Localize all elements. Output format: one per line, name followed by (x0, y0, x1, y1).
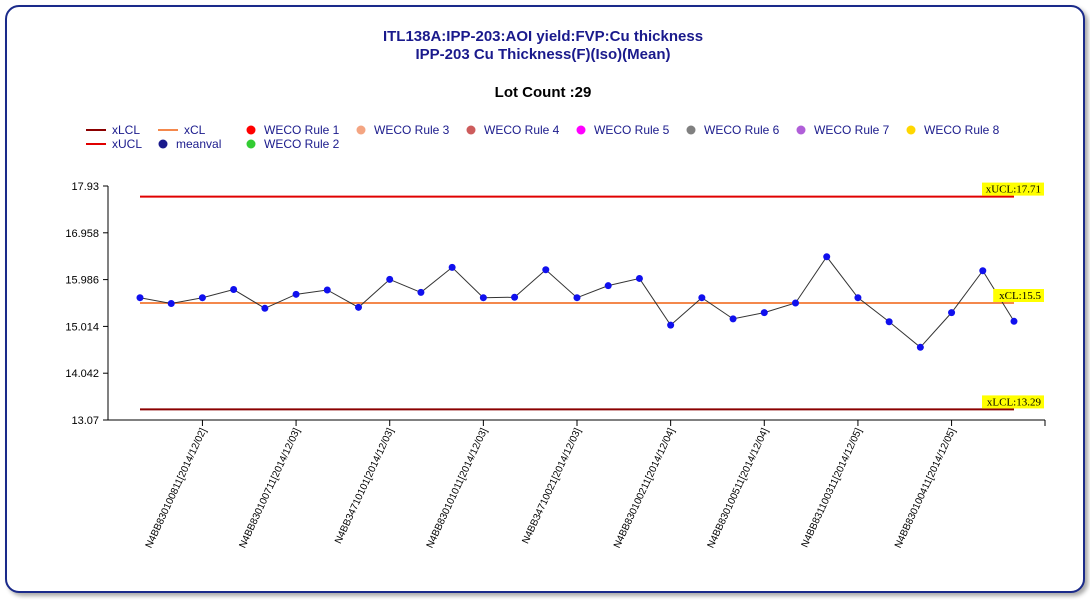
meanval-point (230, 286, 238, 294)
meanval-point (386, 275, 394, 283)
legend-label: WECO Rule 2 (264, 137, 340, 151)
meanval-point (198, 294, 206, 302)
annotation-label: xLCL:13.29 (987, 396, 1042, 408)
legend-swatch-dot (906, 125, 916, 135)
legend-label: WECO Rule 7 (814, 123, 890, 137)
legend-item: WECO Rule 2 (246, 137, 340, 151)
series-meanval (136, 253, 1018, 351)
xcl-annotation: xCL:15.5 (993, 289, 1044, 302)
meanval-point (323, 286, 331, 294)
x-tick-label: N4BB830100711[2014/12/03] (237, 426, 302, 550)
control-limits (140, 195, 1014, 411)
meanval-point (573, 294, 581, 302)
legend: xLCL xCL WECO Rule 1 WECO Rule 3 WECO Rule 4… (86, 123, 1000, 151)
legend-swatch-dot (466, 125, 476, 135)
y-tick-label: 17.93 (71, 181, 99, 193)
annotation-label: xUCL:17.71 (986, 184, 1041, 196)
y-tick-label: 16.958 (65, 228, 99, 240)
meanval-point (417, 288, 425, 296)
annotation-label: xCL:15.5 (999, 290, 1041, 302)
meanval-point (604, 282, 612, 290)
y-tick-label: 15.014 (65, 321, 99, 333)
y-tick-label: 15.986 (65, 275, 99, 287)
meanval-point (511, 293, 519, 301)
legend-item: xUCL (86, 137, 142, 151)
meanval-point (979, 267, 987, 275)
legend-label: xLCL (112, 123, 140, 137)
meanval-point (448, 263, 456, 271)
x-tick-label: N4BB830100211[2014/12/04] (612, 426, 677, 550)
legend-swatch-dot (796, 125, 806, 135)
meanval-point (667, 321, 675, 329)
x-tick-label: N4BB830101011[2014/12/03] (425, 426, 490, 550)
meanval-point (916, 343, 924, 351)
x-tick-label: N4BB830100811[2014/12/02] (144, 426, 209, 550)
legend-item: WECO Rule 3 (356, 123, 450, 137)
x-tick-label: N4BB830100511[2014/12/04] (706, 426, 771, 550)
xlcl-annotation: xLCL:13.29 (982, 395, 1044, 409)
legend-item: WECO Rule 6 (686, 123, 780, 137)
legend-swatch-dot (158, 139, 168, 149)
meanval-point (635, 274, 643, 282)
meanval-point (948, 309, 956, 317)
axes: 17.93 16.958 15.986 15.014 14.042 13.07 N4BB83… (65, 181, 1046, 550)
x-tick-label: N4BB34710021[2014/12/03] (520, 426, 583, 545)
annotation-bg (982, 395, 1044, 409)
legend-item: xLCL (86, 123, 140, 137)
legend-item: WECO Rule 5 (576, 123, 670, 137)
chart-subtitle: IPP-203 Cu Thickness(F)(Iso)(Mean) (415, 46, 670, 63)
xucl-annotation: xUCL:17.71 (982, 182, 1044, 196)
legend-label: WECO Rule 3 (374, 123, 450, 137)
legend-item: WECO Rule 4 (466, 123, 560, 137)
meanval-point (792, 299, 799, 307)
meanval-point (292, 290, 300, 298)
meanval-point (885, 318, 893, 326)
x-tick-label: N4BB831100311[2014/12/05] (800, 426, 865, 549)
annotation-bg (982, 182, 1044, 196)
legend-label: xCL (184, 123, 206, 137)
meanval-point (136, 294, 144, 302)
legend-label: WECO Rule 1 (264, 123, 340, 137)
limit-annotations: xUCL:17.71 xCL:15.5 xLCL:13.29 (982, 182, 1044, 409)
meanval-point (167, 299, 175, 307)
x-tick-label: N4BB830100411[2014/12/05] (893, 426, 958, 550)
chart-title: ITL138A:IPP-203:AOI yield:FVP:Cu thickne… (383, 28, 703, 45)
meanval-point (261, 304, 269, 312)
legend-swatch-dot (246, 125, 256, 135)
legend-swatch-dot (686, 125, 696, 135)
annotation-bg (993, 289, 1044, 302)
legend-item: WECO Rule 7 (796, 123, 890, 137)
meanval-point (760, 309, 768, 317)
legend-label: meanval (176, 137, 221, 151)
meanval-point (698, 294, 706, 302)
chart-frame (5, 5, 1085, 593)
y-tick-label: 14.042 (65, 368, 99, 380)
legend-label: WECO Rule 6 (704, 123, 780, 137)
meanval-point (479, 294, 487, 302)
meanval-point (823, 253, 831, 261)
legend-item: xCL (158, 123, 206, 137)
legend-swatch-dot (356, 125, 366, 135)
meanval-point (1010, 317, 1018, 325)
meanval-point (355, 303, 362, 311)
legend-swatch-dot (576, 125, 586, 135)
meanval-point (854, 294, 862, 302)
y-tick-label: 13.07 (71, 415, 99, 427)
legend-swatch-dot (246, 139, 256, 149)
legend-label: WECO Rule 8 (924, 123, 1000, 137)
legend-item: WECO Rule 8 (906, 123, 1000, 137)
meanval-point (729, 315, 737, 323)
x-tick-label: N4BB34710101[2014/12/03] (333, 426, 396, 545)
meanval-point (542, 266, 550, 274)
lot-count-label: Lot Count :29 (495, 84, 592, 101)
legend-label: WECO Rule 4 (484, 123, 560, 137)
legend-label: xUCL (112, 137, 142, 151)
legend-item: WECO Rule 1 (246, 123, 340, 137)
legend-label: WECO Rule 5 (594, 123, 670, 137)
legend-item: meanval (158, 137, 221, 151)
